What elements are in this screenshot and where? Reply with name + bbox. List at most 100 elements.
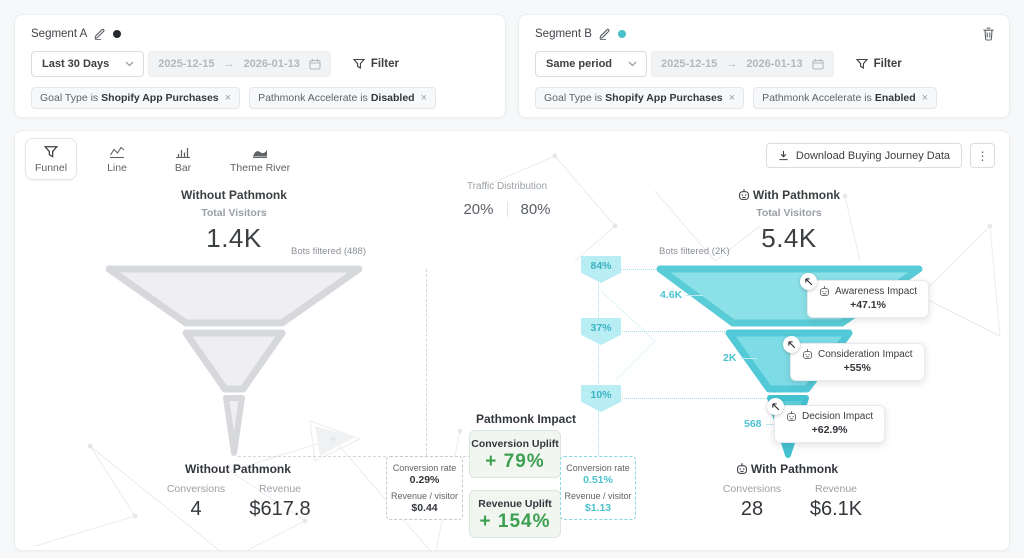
line-chart-icon bbox=[110, 146, 125, 159]
filter-chip-goal-type[interactable]: Goal Type is Shopify App Purchases × bbox=[31, 87, 241, 109]
delete-segment-button[interactable] bbox=[982, 27, 995, 41]
pathmonk-robot-icon bbox=[803, 349, 812, 359]
right-total-visitors: 5.4K bbox=[761, 223, 817, 253]
segment-a-color-dot[interactable] bbox=[113, 30, 122, 38]
right-revenue-value: $6.1K bbox=[809, 498, 863, 520]
without-pathmonk-funnel[interactable] bbox=[106, 263, 362, 459]
filter-chip-accelerate[interactable]: Pathmonk Accelerate is Disabled × bbox=[249, 87, 437, 109]
traffic-distribution: Traffic Distribution 20% 80% bbox=[463, 181, 551, 218]
date-start: 2025-12-15 bbox=[661, 58, 718, 70]
chevron-down-icon bbox=[125, 61, 134, 67]
consideration-stage-value: 2K bbox=[723, 352, 758, 364]
right-rate-stats-box: Conversion rate 0.51% Revenue / visitor … bbox=[560, 456, 636, 520]
theme-river-icon bbox=[253, 150, 268, 158]
chevron-down-icon bbox=[628, 61, 637, 67]
tab-theme-river[interactable]: Theme River bbox=[223, 138, 297, 180]
left-total-visitors: 1.4K bbox=[206, 223, 262, 253]
left-footer-title: Without Pathmonk bbox=[185, 462, 291, 476]
date-start: 2025-12-15 bbox=[158, 58, 215, 70]
segment-b-color-dot[interactable] bbox=[617, 30, 626, 38]
traffic-right-percent: 80% bbox=[520, 201, 551, 218]
leader-line bbox=[740, 357, 758, 359]
left-bots-filtered-label: Bots filtered (488) bbox=[291, 246, 366, 257]
segment-b-period-select[interactable]: Same period bbox=[535, 51, 648, 77]
filter-chip-goal-type[interactable]: Goal Type is Shopify App Purchases × bbox=[535, 87, 745, 109]
right-revenue-per-visitor: $1.13 bbox=[584, 502, 612, 514]
left-funnel-header: Without Pathmonk Total Visitors 1.4K bbox=[144, 188, 324, 254]
chart-type-tabbar: Funnel Line Bar Theme River bbox=[25, 138, 297, 180]
buying-journey-card: Funnel Line Bar Theme River Download Buy… bbox=[14, 130, 1010, 552]
segment-b-title: Segment B bbox=[535, 28, 592, 40]
trash-icon bbox=[983, 27, 994, 41]
filter-chip-accelerate[interactable]: Pathmonk Accelerate is Enabled × bbox=[753, 87, 938, 109]
bar-chart-icon bbox=[176, 148, 190, 158]
segment-a-period-select[interactable]: Last 30 Days bbox=[31, 51, 145, 77]
segment-b-date-range[interactable]: 2025-12-15 → 2026-01-13 bbox=[651, 51, 834, 77]
constellation-decoration bbox=[34, 153, 1001, 552]
left-rate-stats-box: Conversion rate 0.29% Revenue / visitor … bbox=[386, 456, 463, 520]
conversion-uplift-value: + 79% bbox=[485, 451, 545, 472]
chip-close-icon[interactable]: × bbox=[728, 92, 736, 104]
date-arrow: → bbox=[726, 58, 738, 70]
pathmonk-robot-icon bbox=[820, 286, 829, 296]
tab-funnel[interactable]: Funnel bbox=[25, 138, 77, 180]
left-connector-vertical bbox=[426, 269, 427, 456]
left-funnel-title: Without Pathmonk bbox=[181, 188, 287, 202]
conversion-uplift-box: Conversion Uplift + 79% bbox=[469, 430, 561, 478]
awareness-impact-tooltip[interactable]: Awareness Impact +47.1% bbox=[800, 273, 930, 318]
segment-a-title: Segment A bbox=[31, 28, 88, 40]
traffic-left-percent: 20% bbox=[463, 201, 494, 218]
right-bots-filtered-label: Bots filtered (2K) bbox=[659, 246, 730, 257]
chip-close-icon[interactable]: × bbox=[224, 92, 232, 104]
pathmonk-robot-icon bbox=[738, 189, 749, 200]
date-end: 2026-01-13 bbox=[746, 58, 803, 70]
cursor-arrow-icon bbox=[772, 403, 780, 411]
pathmonk-robot-icon bbox=[787, 411, 796, 421]
right-footer-stats: Conversions 28 Revenue $6.1K bbox=[721, 483, 867, 521]
tab-bar[interactable]: Bar bbox=[157, 138, 209, 180]
revenue-uplift-box: Revenue Uplift + 154% bbox=[469, 490, 561, 538]
date-arrow: → bbox=[223, 58, 235, 70]
left-conversion-rate: 0.29% bbox=[409, 474, 440, 486]
left-revenue-value: $617.8 bbox=[249, 498, 311, 520]
calendar-icon bbox=[812, 59, 824, 70]
more-options-button[interactable]: ⋮ bbox=[970, 143, 995, 168]
filter-funnel-icon bbox=[352, 58, 365, 69]
chip-close-icon[interactable]: × bbox=[921, 92, 929, 104]
cursor-arrow-icon bbox=[788, 341, 796, 349]
segment-a-filter-button[interactable]: Filter bbox=[352, 58, 399, 70]
left-revenue-per-visitor: $0.44 bbox=[411, 502, 438, 514]
segment-b-filter-button[interactable]: Filter bbox=[855, 58, 902, 70]
edit-icon[interactable] bbox=[599, 28, 611, 40]
consideration-impact-tooltip[interactable]: Consideration Impact +55% bbox=[783, 336, 925, 381]
chip-close-icon[interactable]: × bbox=[420, 92, 428, 104]
segment-b-card: Segment B Same period 2025-12-15 → 2026-… bbox=[518, 14, 1010, 118]
funnel-tab-icon bbox=[44, 146, 58, 158]
leader-line bbox=[686, 294, 704, 296]
consideration-connector bbox=[617, 331, 729, 332]
awareness-stage-value: 4.6K bbox=[660, 289, 704, 301]
filter-funnel-icon bbox=[855, 58, 868, 69]
right-connector-vertical bbox=[598, 281, 599, 456]
left-footer-stats: Conversions 4 Revenue $617.8 bbox=[166, 483, 311, 520]
right-conversions-value: 28 bbox=[740, 498, 764, 520]
decision-connector bbox=[617, 398, 769, 399]
calendar-icon bbox=[309, 59, 321, 70]
revenue-uplift-value: + 154% bbox=[479, 511, 551, 532]
date-end: 2026-01-13 bbox=[243, 58, 300, 70]
right-funnel-header: With Pathmonk Total Visitors 5.4K bbox=[699, 188, 879, 254]
traffic-divider bbox=[506, 202, 508, 217]
download-icon bbox=[779, 150, 788, 161]
awareness-connector bbox=[617, 269, 660, 270]
edit-icon[interactable] bbox=[94, 28, 106, 40]
right-funnel-title: With Pathmonk bbox=[752, 188, 841, 202]
cursor-arrow-icon bbox=[805, 278, 813, 286]
segment-a-card: Segment A Last 30 Days 2025-12-15 → 2026… bbox=[14, 14, 506, 118]
decision-impact-tooltip[interactable]: Decision Impact +62.9% bbox=[767, 398, 886, 443]
tab-line[interactable]: Line bbox=[91, 138, 143, 180]
kebab-icon: ⋮ bbox=[976, 148, 989, 163]
download-buying-journey-button[interactable]: Download Buying Journey Data bbox=[765, 143, 962, 168]
pathmonk-impact-title: Pathmonk Impact bbox=[476, 412, 577, 426]
segment-a-date-range[interactable]: 2025-12-15 → 2026-01-13 bbox=[148, 51, 331, 77]
right-conversion-rate: 0.51% bbox=[583, 474, 613, 486]
